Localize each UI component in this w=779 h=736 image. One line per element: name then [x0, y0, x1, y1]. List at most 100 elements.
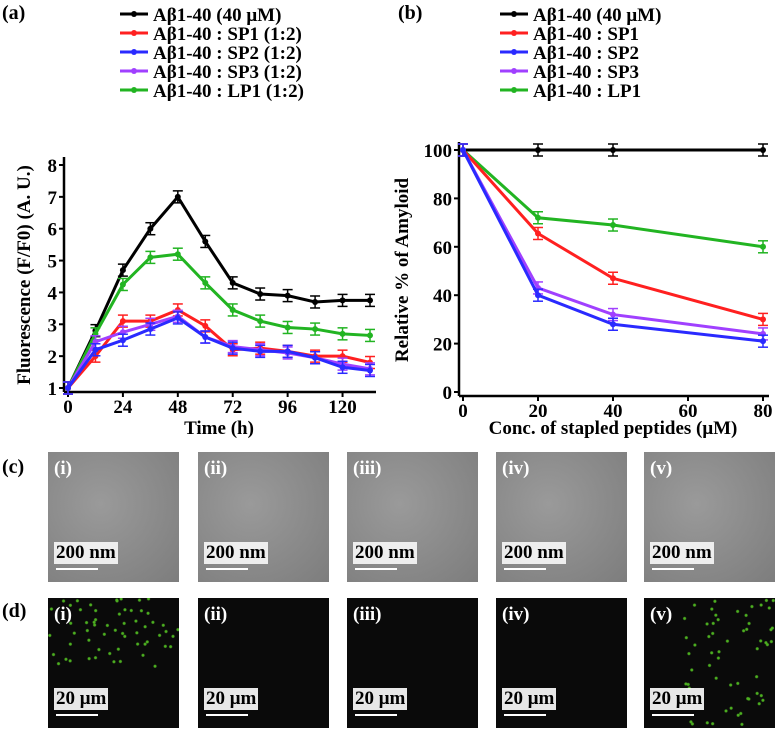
scale-bar-label: 200 nm	[502, 542, 566, 564]
data-point	[120, 337, 126, 343]
data-point	[367, 332, 373, 338]
scale-bar-label: 200 nm	[650, 542, 714, 564]
data-point	[257, 291, 263, 297]
scale-bar-label: 200 nm	[54, 542, 118, 564]
scale-bar	[56, 714, 98, 716]
data-point	[202, 334, 208, 340]
data-point	[65, 385, 71, 391]
data-point	[535, 292, 541, 298]
confocal-image-1: (i) 20 μm	[48, 598, 179, 728]
data-point	[175, 315, 181, 321]
y-axis-label: Fluorescence (F/F0) (A. U.)	[14, 165, 35, 385]
y-tick-label: 3	[48, 315, 58, 336]
panel-label-c: (c)	[2, 456, 24, 479]
data-point	[257, 318, 263, 324]
scale-bar	[652, 568, 694, 570]
scale-bar-label: 20 μm	[650, 688, 704, 710]
data-point	[610, 312, 616, 318]
series-line-2	[68, 318, 370, 388]
data-point	[340, 331, 346, 337]
data-point	[120, 318, 126, 324]
data-point	[120, 281, 126, 287]
legend-label: Aβ1-40 : SP3 (1:2)	[153, 62, 302, 83]
data-point	[760, 244, 766, 250]
data-point	[340, 364, 346, 370]
data-point	[175, 251, 181, 257]
data-point	[230, 345, 236, 351]
data-point	[312, 299, 318, 305]
y-tick-label: 60	[433, 238, 452, 259]
scale-bar	[206, 568, 248, 570]
data-point	[202, 238, 208, 244]
image-tag: (iii)	[353, 458, 382, 480]
scale-bar-label: 20 μm	[204, 688, 258, 710]
data-point	[610, 321, 616, 327]
legend-label: Aβ1-40 : SP2 (1:2)	[153, 43, 302, 64]
legend-marker	[131, 30, 137, 36]
legend-label: Aβ1-40 : SP1	[533, 24, 639, 45]
data-point	[312, 326, 318, 332]
image-tag: (v)	[650, 458, 672, 480]
data-point	[285, 324, 291, 330]
scale-bar	[56, 568, 98, 570]
image-tag: (iv)	[502, 604, 529, 626]
y-tick-label: 40	[433, 286, 452, 307]
scale-bar-label: 200 nm	[204, 542, 268, 564]
data-point	[760, 147, 766, 153]
data-point	[120, 267, 126, 273]
tem-image-5: (v) 200 nm	[644, 452, 775, 582]
y-tick-label: 7	[48, 188, 58, 209]
x-tick-label: 0	[63, 397, 73, 418]
data-point	[535, 215, 541, 221]
series-line-4	[68, 254, 370, 388]
tem-image-4: (iv) 200 nm	[496, 452, 627, 582]
image-tag: (iv)	[502, 458, 529, 480]
data-point	[367, 297, 373, 303]
data-point	[147, 254, 153, 260]
data-point	[610, 147, 616, 153]
data-point	[202, 280, 208, 286]
data-point	[760, 316, 766, 322]
panel-label-d: (d)	[2, 600, 26, 623]
tem-image-3: (iii) 200 nm	[347, 452, 478, 582]
legend-label: Aβ1-40 : SP2	[533, 43, 639, 64]
y-axis-label: Relative % of Amyloid	[392, 177, 413, 362]
scale-bar-label: 20 μm	[353, 688, 407, 710]
y-tick-label: 4	[48, 283, 58, 304]
series-line-1	[68, 310, 370, 388]
y-tick-label: 6	[48, 220, 58, 241]
legend-marker	[511, 87, 517, 93]
legend-label: Aβ1-40 : LP1 (1:2)	[153, 81, 304, 102]
x-axis-label: Conc. of stapled peptides (μM)	[489, 418, 738, 439]
legend-marker	[131, 68, 137, 74]
legend-label: Aβ1-40 (40 μM)	[533, 5, 661, 26]
scale-bar	[206, 714, 248, 716]
image-tag: (ii)	[204, 604, 227, 626]
x-tick-label: 120	[328, 397, 357, 418]
data-point	[312, 355, 318, 361]
x-tick-label: 80	[754, 401, 773, 422]
legend-label: Aβ1-40 : SP1 (1:2)	[153, 24, 302, 45]
y-tick-label: 8	[48, 156, 58, 177]
y-tick-label: 20	[433, 335, 452, 356]
x-tick-label: 48	[168, 397, 187, 418]
data-point	[175, 194, 181, 200]
x-axis-label: Time (h)	[184, 418, 254, 439]
scale-bar	[504, 714, 546, 716]
scale-bar-label: 200 nm	[353, 542, 417, 564]
data-point	[367, 367, 373, 373]
tem-image-2: (ii) 200 nm	[198, 452, 329, 582]
data-point	[202, 323, 208, 329]
x-tick-label: 96	[278, 397, 297, 418]
confocal-image-5: (v) 20 μm	[644, 598, 775, 728]
scale-bar	[355, 568, 397, 570]
confocal-image-3: (iii) 20 μm	[347, 598, 478, 728]
scale-bar-label: 20 μm	[54, 688, 108, 710]
confocal-image-4: (iv) 20 μm	[496, 598, 627, 728]
x-tick-label: 24	[113, 397, 133, 418]
data-point	[610, 222, 616, 228]
scale-bar	[355, 714, 397, 716]
scale-bar-label: 20 μm	[502, 688, 556, 710]
legend-marker	[131, 87, 137, 93]
scale-bar	[652, 714, 694, 716]
